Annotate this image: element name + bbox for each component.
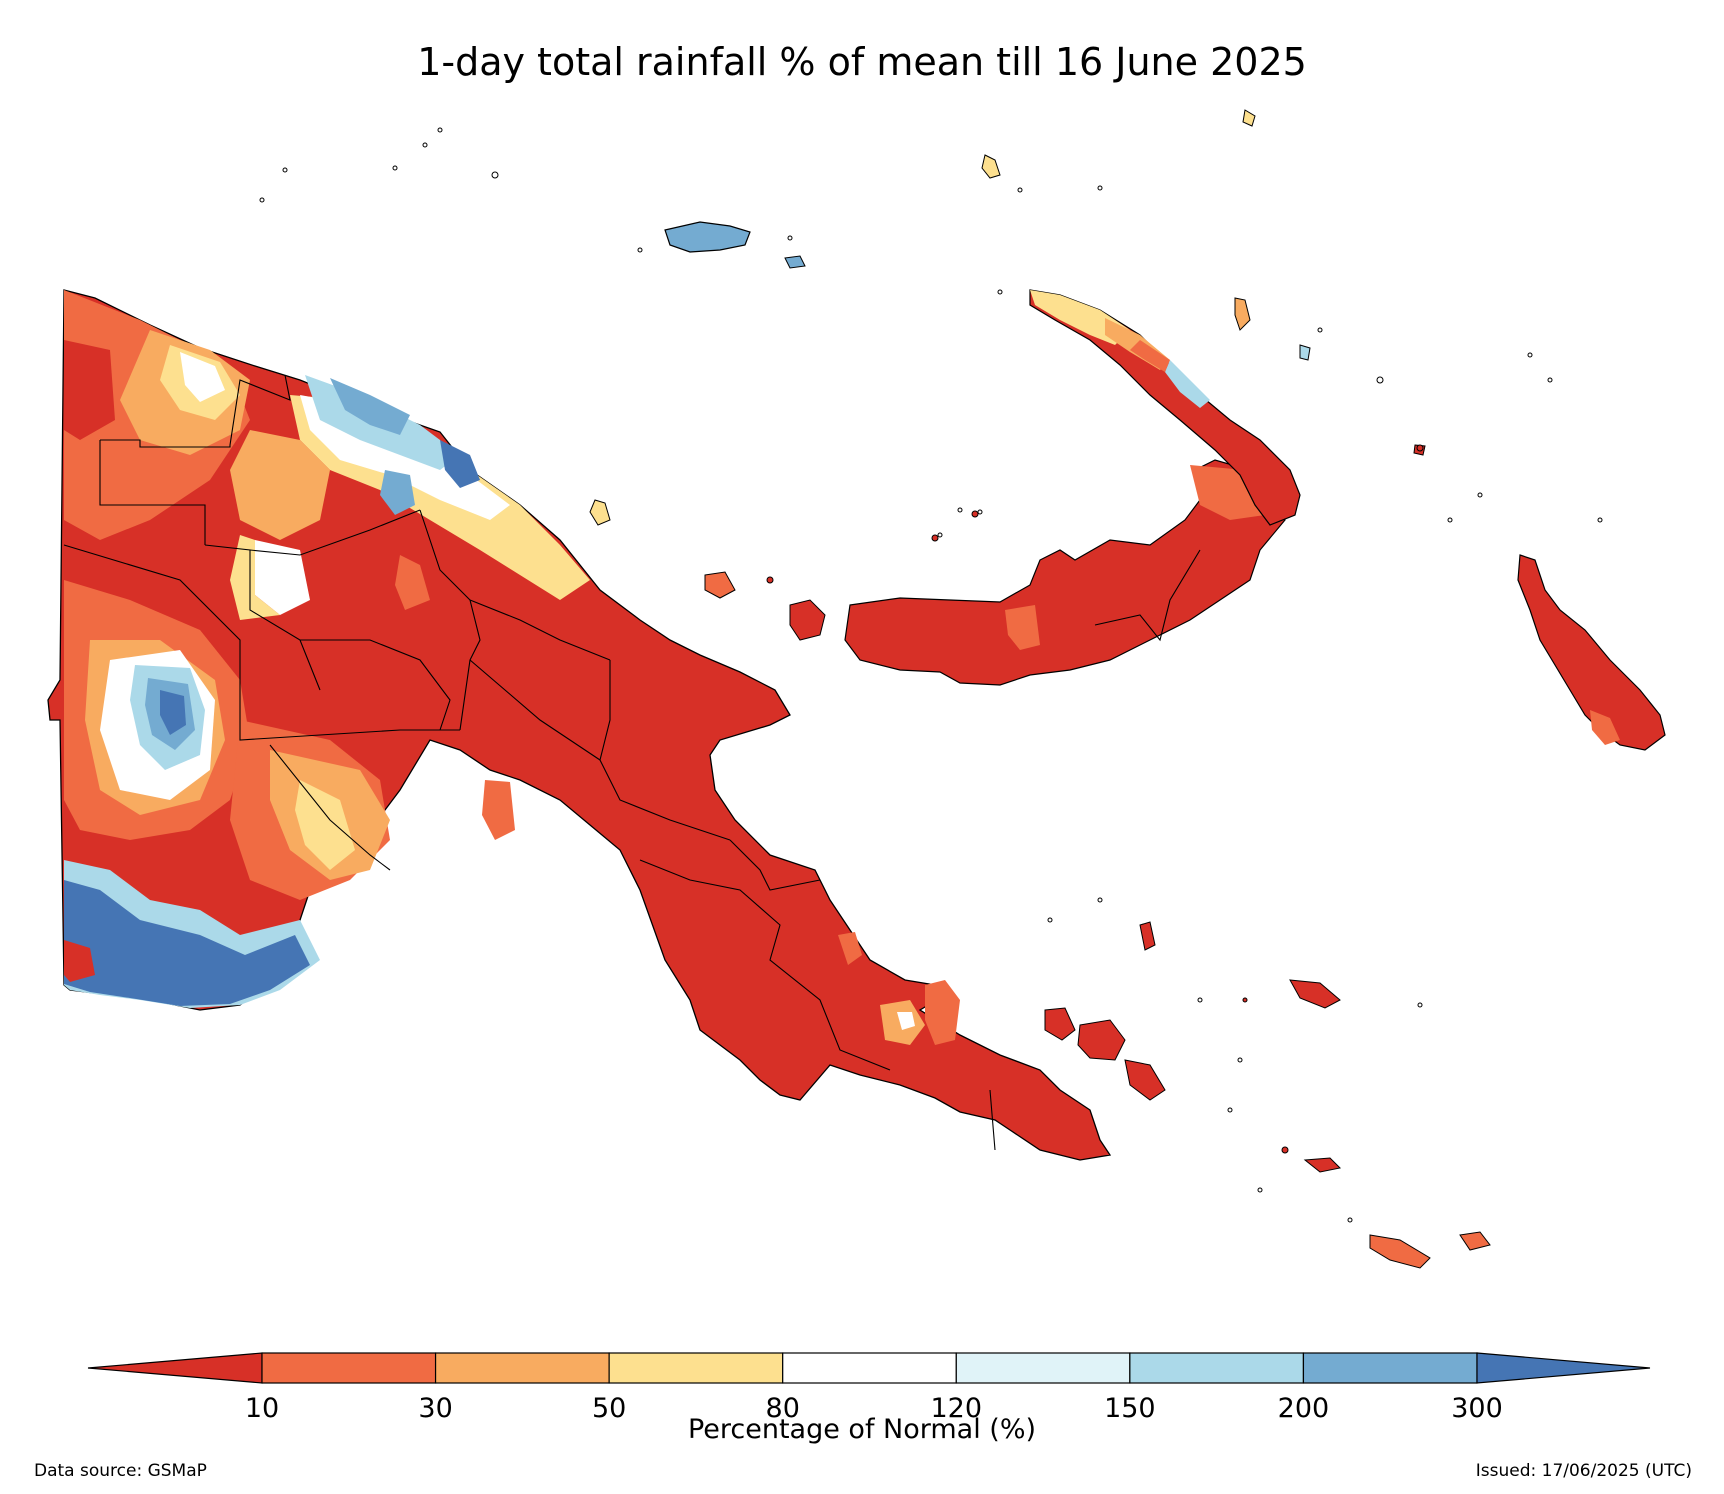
- rainfall-patch-white-oro: [897, 1012, 915, 1030]
- island-tabar: [1234, 297, 1251, 331]
- rainfall-patch-yellow-fly: [295, 780, 355, 870]
- rainfall-patch-white-nw: [180, 352, 225, 402]
- rainfall-patch-white-sepik: [255, 540, 310, 615]
- island-umboi: [789, 599, 826, 641]
- scattered-red-islets: [766, 444, 1424, 1154]
- colorbar-tick-label: 10: [245, 1393, 279, 1424]
- rainfall-patch-red-nw: [64, 340, 115, 440]
- colorbar-tick-label: 200: [1278, 1393, 1330, 1424]
- colorbar-segment: [1302, 1352, 1478, 1384]
- island-normanby: [1124, 1059, 1166, 1101]
- rainfall-patch-darkblue-ncoast: [440, 440, 480, 488]
- issued-date: Issued: 17/06/2025 (UTC): [1475, 1461, 1692, 1481]
- rainfall-patch-lightblue-new-ireland: [1165, 360, 1210, 408]
- island-trobriand: [1139, 921, 1156, 951]
- colorbar-tick-label: 30: [418, 1393, 452, 1424]
- rainfall-patch-blue-ncoast: [330, 378, 410, 435]
- rainfall-patch-orange-new-ireland: [1130, 340, 1170, 372]
- colorbar-label: Percentage of Normal (%): [687, 1414, 1037, 1445]
- new-britain-border: [1094, 549, 1201, 642]
- rainfall-patch-orange-new-britain-w: [1005, 605, 1040, 650]
- rainfall-patch-yellow-sepik: [230, 535, 280, 620]
- colorbar-segment: [261, 1352, 437, 1384]
- island-long: [704, 571, 736, 599]
- rainfall-patch-orange-sepik-river: [395, 555, 430, 610]
- map-title: 1-day total rainfall % of mean till 16 J…: [417, 40, 1307, 84]
- island-woodlark: [1289, 979, 1341, 1009]
- rainfall-patch-orange-morobe: [838, 932, 862, 965]
- province-borders: [63, 374, 996, 1151]
- island-goodenough: [1044, 1007, 1076, 1041]
- island-tanga: [1299, 344, 1311, 361]
- colorbar-segments: [87, 1352, 1651, 1384]
- island-fergusson: [1077, 1019, 1126, 1061]
- island-bougainville: [1517, 554, 1666, 751]
- data-source-note: Data source: GSMaP: [34, 1461, 207, 1481]
- rainfall-patch-orange-bougainville: [1590, 710, 1620, 745]
- colorbar-segment: [955, 1352, 1131, 1384]
- rainfall-patch-darkblue-sw: [64, 880, 310, 1006]
- rainfall-patch-darkblue-west: [160, 690, 186, 735]
- colorbar-tick-label: 120: [931, 1393, 983, 1424]
- island-mussau: [1242, 109, 1256, 127]
- colorbar-tick-label: 150: [1104, 1393, 1156, 1424]
- scattered-islets: [259, 127, 1603, 1223]
- colorbar-ticks: 10 30 50 80 120 150 200 300: [245, 1393, 1503, 1424]
- island-karkar: [589, 499, 611, 526]
- colorbar-segment: [1129, 1352, 1305, 1384]
- rainfall-patch-orange-highlands: [482, 780, 515, 840]
- rainfall-patch-red-sw: [64, 940, 95, 982]
- rainfall-patch-blue-inland: [380, 470, 415, 515]
- rainfall-patch-orange-oro: [925, 980, 960, 1045]
- colorbar-extend-low: [87, 1352, 263, 1384]
- island-misima: [1303, 1157, 1342, 1173]
- island-sudest: [1369, 1234, 1431, 1269]
- colorbar-tick-label: 300: [1451, 1393, 1503, 1424]
- colorbar-tick-label: 50: [592, 1393, 626, 1424]
- rainfall-patch-lightorange-sepik: [230, 430, 330, 540]
- colorbar-tick-label: 80: [766, 1393, 800, 1424]
- colorbar-segment: [608, 1352, 784, 1384]
- island-manus-east: [784, 255, 806, 269]
- island-manus: [664, 221, 751, 253]
- colorbar-segment: [434, 1352, 610, 1384]
- colorbar-extend-high: [1476, 1352, 1651, 1384]
- island-lihir: [981, 154, 1001, 179]
- colorbar-segment: [782, 1352, 957, 1384]
- island-rossel: [1459, 1231, 1491, 1251]
